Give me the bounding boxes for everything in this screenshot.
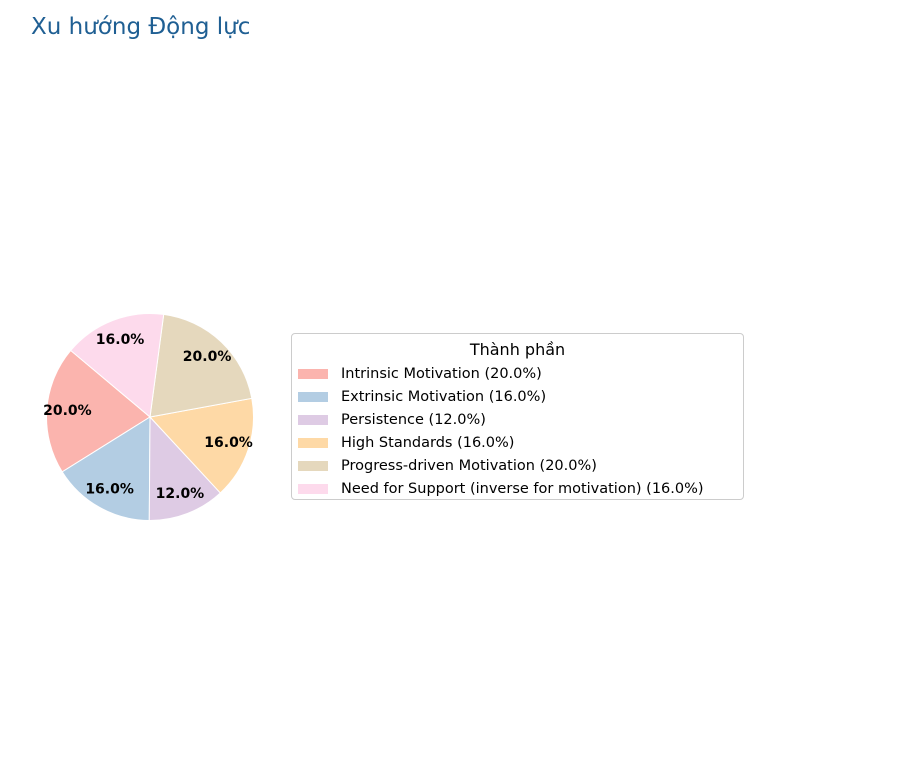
legend-item: Extrinsic Motivation (16.0%) — [292, 385, 743, 408]
pie-slice — [61, 416, 151, 522]
legend-label: Need for Support (inverse for motivation… — [341, 480, 704, 497]
legend-item: Progress-driven Motivation (20.0%) — [292, 454, 743, 477]
slice-percent-label: 16.0% — [85, 481, 134, 497]
pie-slice — [70, 313, 165, 418]
pie-slice — [149, 313, 253, 418]
legend-label: Progress-driven Motivation (20.0%) — [341, 457, 597, 474]
slice-percent-label: 16.0% — [204, 435, 253, 451]
legend-label: Extrinsic Motivation (16.0%) — [341, 388, 547, 405]
pie-slice — [148, 415, 222, 521]
legend-swatch — [298, 368, 328, 379]
legend-swatch — [298, 414, 328, 425]
slice-percent-label: 12.0% — [156, 486, 205, 502]
slice-percent-label: 20.0% — [43, 403, 92, 419]
slice-percent-label: 16.0% — [96, 332, 145, 348]
legend-swatch — [298, 437, 328, 448]
legend-label: Intrinsic Motivation (20.0%) — [341, 365, 542, 382]
legend-swatch — [298, 391, 328, 402]
legend: Thành phần Intrinsic Motivation (20.0%) E… — [291, 333, 744, 500]
legend-item: Persistence (12.0%) — [292, 408, 743, 431]
chart-title: Xu hướng Động lực — [31, 14, 251, 40]
slice-percent-label: 20.0% — [183, 349, 232, 365]
legend-label: High Standards (16.0%) — [341, 434, 515, 451]
legend-item: Intrinsic Motivation (20.0%) — [292, 362, 743, 385]
pie-slice — [149, 397, 254, 494]
pie-slice — [46, 349, 151, 473]
legend-swatch — [298, 460, 328, 471]
legend-item: High Standards (16.0%) — [292, 431, 743, 454]
legend-items: Intrinsic Motivation (20.0%) Extrinsic Mo… — [292, 362, 743, 500]
legend-swatch — [298, 483, 328, 494]
legend-item: Need for Support (inverse for motivation… — [292, 477, 743, 500]
legend-title: Thành phần — [469, 340, 566, 359]
legend-label: Persistence (12.0%) — [341, 411, 486, 428]
